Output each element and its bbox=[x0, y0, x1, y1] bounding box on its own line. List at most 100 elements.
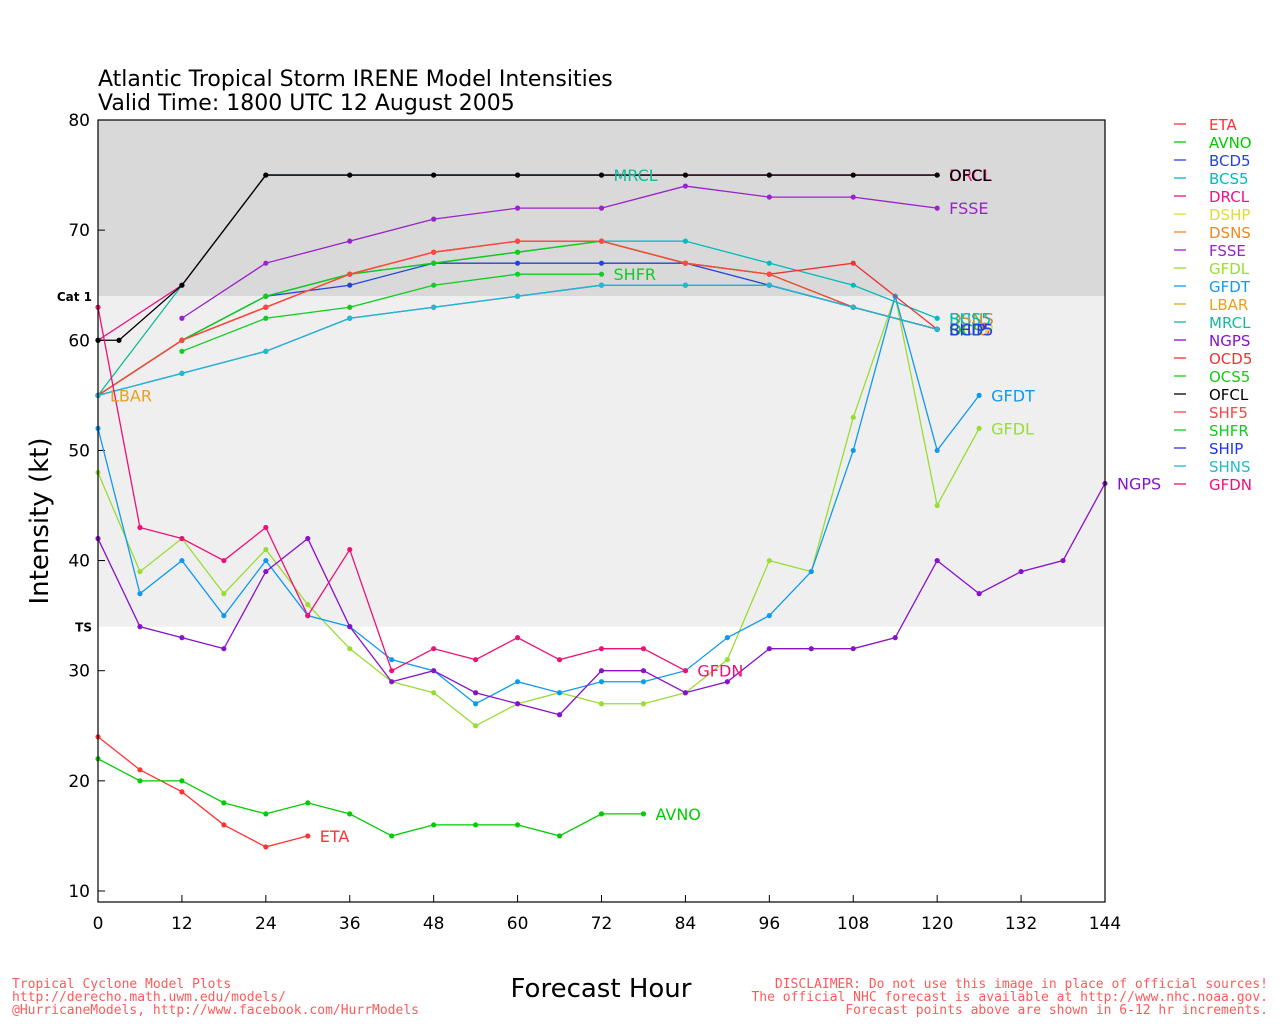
end-label-dsns: DSNS bbox=[949, 309, 994, 328]
data-point-avno bbox=[179, 778, 185, 784]
series-shns bbox=[95, 282, 940, 398]
data-point-gfdn bbox=[347, 546, 353, 553]
data-point-ngps bbox=[640, 668, 647, 674]
x-tick-label: 120 bbox=[921, 914, 953, 934]
data-point-ngps bbox=[556, 712, 563, 718]
data-point-ngps bbox=[1060, 557, 1066, 564]
data-point-ngps bbox=[598, 668, 605, 674]
end-label-gfdl: GFDL bbox=[991, 419, 1034, 438]
y-tick-label: 60 bbox=[68, 331, 90, 351]
y-tick-label: 10 bbox=[68, 882, 90, 902]
data-point-fsse bbox=[598, 205, 605, 211]
data-point-shns bbox=[598, 282, 605, 288]
footer-left-line-2: http://derecho.math.uwm.edu/models/ bbox=[12, 990, 286, 1005]
legend-item-bcd5: BCD5 bbox=[1174, 152, 1251, 170]
data-point-avno bbox=[556, 833, 563, 839]
data-point-shfr bbox=[598, 271, 605, 277]
end-label-eta: ETA bbox=[320, 827, 350, 846]
data-point-avno bbox=[305, 800, 311, 806]
end-label-fsse: FSSE bbox=[949, 199, 988, 218]
data-point-fsse bbox=[179, 315, 185, 321]
data-point-gfdl bbox=[473, 723, 479, 729]
data-point-ngps bbox=[473, 690, 479, 696]
data-point-gfdt bbox=[850, 447, 856, 454]
footer-left-line-3: @HurricaneModels, http://www.facebook.co… bbox=[12, 1003, 419, 1018]
data-point-shfr bbox=[179, 348, 185, 354]
data-point-gfdn bbox=[598, 646, 605, 652]
footer-right-line-3: Forecast points above are shown in 6-12 … bbox=[845, 1003, 1268, 1018]
series-line-shfr bbox=[181, 273, 602, 352]
data-point-ofcl bbox=[431, 172, 437, 178]
end-label-ngps: NGPS bbox=[1117, 474, 1161, 493]
data-point-bcd5 bbox=[598, 260, 605, 266]
data-point-shfr bbox=[431, 282, 437, 288]
legend-item-gfdt: GFDT bbox=[1174, 278, 1251, 296]
legend-item-gfdn: GFDN bbox=[1174, 476, 1252, 494]
data-point-gfdt bbox=[934, 447, 940, 454]
end-label-ofcl: OFCL bbox=[949, 166, 991, 185]
data-point-shns bbox=[263, 348, 269, 354]
data-point-gfdt bbox=[976, 392, 982, 398]
data-point-shns bbox=[934, 326, 940, 332]
data-point-gfdt bbox=[137, 591, 143, 597]
x-tick-label: 108 bbox=[837, 914, 869, 934]
legend-item-ship: SHIP bbox=[1174, 440, 1243, 458]
data-point-shf5 bbox=[179, 337, 185, 343]
band-label: TS bbox=[75, 621, 92, 635]
y-tick-label: 20 bbox=[68, 772, 90, 792]
data-point-shf5 bbox=[431, 249, 437, 255]
axis-ticks: 0 12 24 36 48 60 72 84 96 108 120 132 144 10 20 30 40 50 6… bbox=[68, 111, 1121, 934]
data-point-avno bbox=[389, 833, 395, 839]
end-label-gfdt: GFDT bbox=[991, 386, 1035, 405]
x-tick-label: 60 bbox=[507, 914, 529, 934]
data-point-ngps bbox=[263, 568, 269, 575]
end-label-ocs5: OCS5 bbox=[949, 320, 993, 339]
legend-item-avno: AVNO bbox=[1174, 134, 1252, 152]
data-point-shns bbox=[766, 282, 772, 288]
data-point-gfdl bbox=[137, 568, 143, 575]
data-point-gfdn bbox=[137, 524, 143, 531]
legend-item-ocs5: OCS5 bbox=[1174, 368, 1250, 386]
series-line-gfdl bbox=[97, 293, 980, 727]
legend-label: DSHP bbox=[1209, 206, 1250, 224]
legend-label: OCS5 bbox=[1209, 368, 1250, 386]
x-tick-label: 72 bbox=[591, 914, 613, 934]
data-point-ocs5 bbox=[514, 249, 521, 255]
data-point-ocd5 bbox=[850, 260, 856, 266]
data-point-ocs5 bbox=[263, 293, 269, 299]
legend-label: SHFR bbox=[1209, 422, 1249, 440]
footer-right-line-1: DISCLAIMER: Do not use this image in pla… bbox=[775, 977, 1268, 992]
legend-label: DSNS bbox=[1209, 224, 1251, 242]
data-point-shfr bbox=[263, 315, 269, 321]
y-tick-label: 50 bbox=[68, 441, 90, 461]
series-gfdn bbox=[95, 304, 689, 674]
legend-item-eta: ETA bbox=[1174, 116, 1237, 134]
series-line-gfdt bbox=[97, 293, 980, 705]
data-point-gfdn bbox=[556, 657, 563, 663]
data-point-shns bbox=[514, 293, 521, 299]
data-point-ngps bbox=[305, 535, 311, 542]
data-point-shfr bbox=[347, 304, 353, 310]
legend-label: AVNO bbox=[1209, 134, 1252, 152]
x-tick-label: 132 bbox=[1005, 914, 1037, 934]
data-point-shns bbox=[682, 282, 689, 288]
data-point-gfdt bbox=[640, 679, 647, 685]
legend-label: BCS5 bbox=[1209, 170, 1249, 188]
data-point-gfdl bbox=[934, 502, 940, 509]
data-point-gfdt bbox=[473, 701, 479, 707]
data-point-gfdn bbox=[473, 657, 479, 663]
x-tick-label: 48 bbox=[423, 914, 445, 934]
legend-item-gfdl: GFDL bbox=[1174, 260, 1250, 278]
data-point-ngps bbox=[808, 646, 814, 652]
footer-left-line-1: Tropical Cyclone Model Plots bbox=[12, 977, 231, 992]
legend-label: GFDT bbox=[1209, 278, 1251, 296]
data-point-gfdt bbox=[263, 557, 269, 564]
data-point-shf5 bbox=[347, 271, 353, 277]
data-point-ofcl bbox=[263, 172, 269, 178]
data-point-ngps bbox=[766, 646, 772, 652]
data-point-ofcl bbox=[347, 172, 353, 178]
series-ngps bbox=[95, 480, 1108, 718]
data-point-avno bbox=[473, 822, 479, 828]
data-point-shns bbox=[179, 370, 185, 376]
data-point-eta bbox=[263, 844, 269, 850]
